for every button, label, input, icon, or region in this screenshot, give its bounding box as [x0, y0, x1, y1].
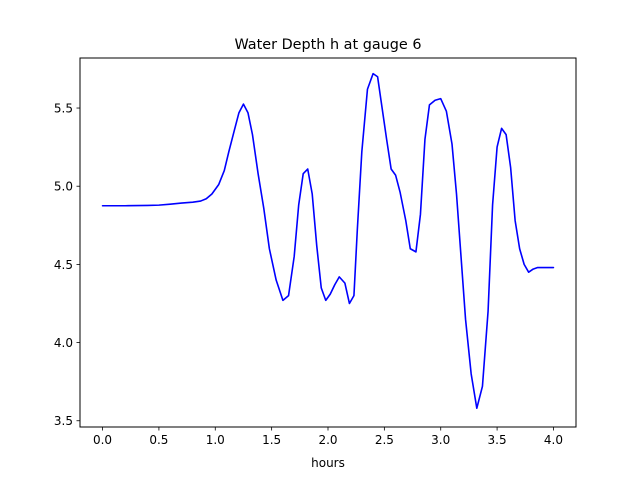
plot-area: 0.0 0.5 1.0 1.5 2.0 2.5 3.0 3.5 4.0 3.5 4.0 4.5 5.0 5…	[54, 57, 577, 447]
chart-title: Water Depth h at gauge 6	[234, 37, 421, 53]
series-line-0	[101, 72, 555, 410]
x-tick-label: 0.0	[93, 433, 112, 447]
x-tick-label: 1.5	[262, 433, 281, 447]
x-tick-label: 1.0	[206, 433, 225, 447]
x-tick-label: 2.0	[318, 433, 337, 447]
y-tick-label: 4.0	[54, 336, 73, 350]
x-tick-label: 0.5	[149, 433, 168, 447]
x-tick-label: 2.5	[375, 433, 394, 447]
y-tick-label: 3.5	[54, 414, 73, 428]
y-tick-label: 5.5	[54, 102, 73, 116]
y-tick-label: 5.0	[54, 180, 73, 194]
x-tick-label: 4.0	[544, 433, 563, 447]
x-tick-label: 3.0	[431, 433, 450, 447]
y-tick-label: 4.5	[54, 258, 73, 272]
x-axis-label: hours	[311, 456, 345, 470]
x-tick-label: 3.5	[488, 433, 507, 447]
